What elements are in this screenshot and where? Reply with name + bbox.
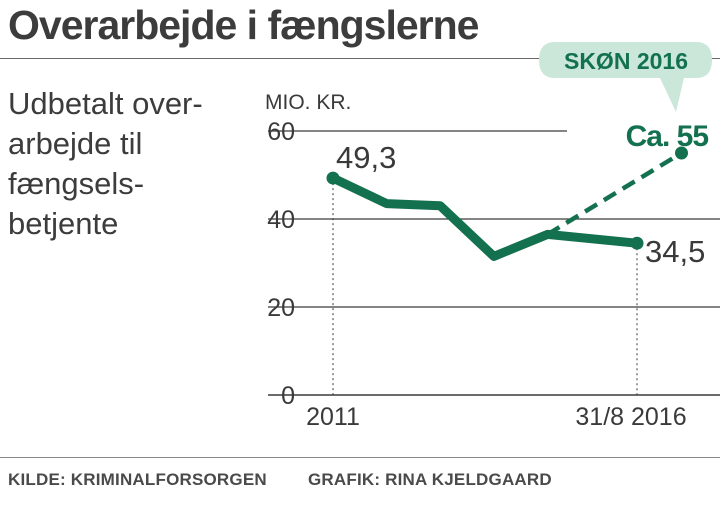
- source-credit: KILDE: KRIMINALFORSORGEN: [8, 470, 267, 489]
- subtitle-line: betjente: [8, 206, 119, 241]
- estimate-badge-label: SKØN 2016: [564, 48, 688, 74]
- subtitle-line: fængsels-: [8, 166, 145, 201]
- data-point: [675, 146, 689, 160]
- y-tick-label: 60: [267, 118, 295, 146]
- end-value-label: 34,5: [645, 234, 705, 269]
- y-tick-label: 40: [267, 206, 295, 234]
- subtitle-line: Udbetalt over-: [8, 86, 203, 121]
- y-axis-label: MIO. KR.: [265, 91, 351, 114]
- estimate-value-label: Ca. 55: [626, 120, 709, 153]
- chart-subtitle: Udbetalt over- arbejde til fængsels- bet…: [8, 84, 243, 244]
- y-tick-label: 0: [281, 382, 295, 410]
- footer-rule: [0, 457, 720, 458]
- x-tick-label: 2011: [306, 403, 360, 431]
- estimate-badge: [539, 42, 712, 112]
- y-tick-label: 20: [267, 294, 295, 322]
- data-point: [326, 171, 340, 185]
- header-rule: [0, 58, 720, 59]
- start-value-label: 49,3: [336, 140, 396, 175]
- graphic-credit: GRAFIK: RINA KJELDGAARD: [308, 470, 552, 489]
- chart-title: Overarbejde i fængslerne: [8, 2, 479, 48]
- x-tick-label: 31/8 2016: [575, 403, 686, 431]
- estimate-line: [546, 151, 683, 237]
- data-point: [630, 236, 644, 250]
- subtitle-line: arbejde til: [8, 126, 143, 161]
- series-line: [328, 173, 642, 261]
